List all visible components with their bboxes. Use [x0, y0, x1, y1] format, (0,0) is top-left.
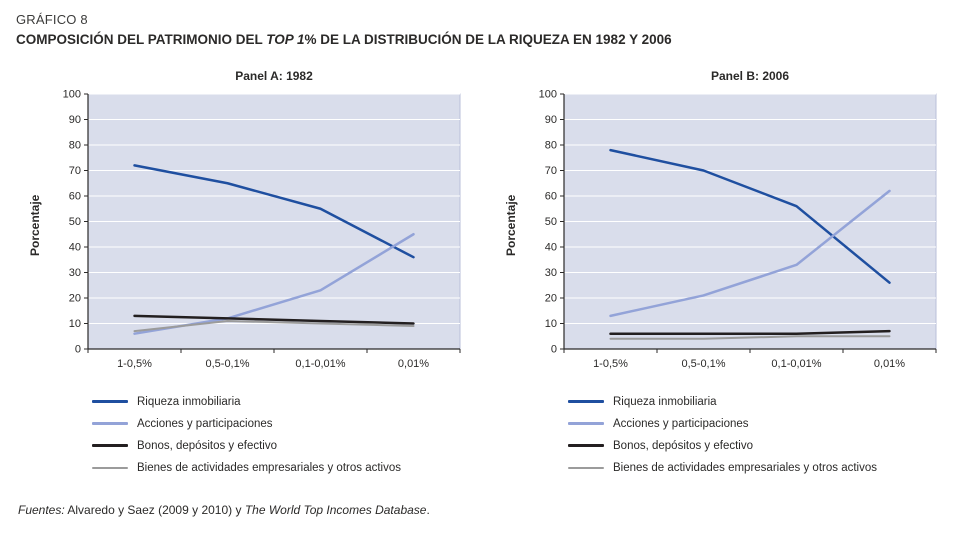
legend-item: Riqueza inmobiliaria — [92, 395, 468, 408]
figure-number: GRÁFICO 8 — [16, 12, 88, 27]
legend-label: Bienes de actividades empresariales y ot… — [137, 461, 401, 474]
svg-text:0,5-0,1%: 0,5-0,1% — [681, 358, 725, 370]
svg-text:40: 40 — [69, 242, 81, 254]
legend-line-swatch — [92, 466, 128, 469]
panel-a-chart-row: Porcentaje 0 10 20 30 40 50 60 70 80 90 100 1-0,5% 0… — [26, 87, 468, 383]
legend-label: Riqueza inmobiliaria — [137, 395, 241, 408]
panel-a-y-axis-title: Porcentaje — [28, 194, 42, 256]
figure-page: GRÁFICO 8 COMPOSICIÓN DEL PATRIMONIO DEL… — [16, 12, 953, 517]
legend-line-swatch — [92, 400, 128, 403]
svg-text:0,01%: 0,01% — [398, 358, 429, 370]
svg-text:90: 90 — [69, 114, 81, 126]
svg-text:30: 30 — [545, 267, 557, 279]
legend-item: Acciones y participaciones — [92, 417, 468, 430]
sources-period: . — [426, 503, 430, 517]
svg-text:0,1-0,01%: 0,1-0,01% — [295, 358, 345, 370]
legend-item: Acciones y participaciones — [568, 417, 944, 430]
charts-row: Panel A: 1982 Porcentaje 0 10 20 30 40 50 60 70… — [16, 69, 953, 483]
panel-b-y-axis-title: Porcentaje — [504, 194, 518, 256]
figure-title: COMPOSICIÓN DEL PATRIMONIO DEL TOP 1% DE… — [16, 32, 953, 47]
svg-text:10: 10 — [69, 318, 81, 330]
legend-label: Bienes de actividades empresariales y ot… — [613, 461, 877, 474]
legend-line-swatch — [568, 422, 604, 425]
svg-text:0,5-0,1%: 0,5-0,1% — [205, 358, 249, 370]
legend-item: Bienes de actividades empresariales y ot… — [92, 461, 468, 474]
legend-line-swatch — [568, 400, 604, 403]
legend-line-swatch — [92, 422, 128, 425]
legend-label: Bonos, depósitos y efectivo — [613, 439, 753, 452]
legend-label: Acciones y participaciones — [137, 417, 273, 430]
svg-text:10: 10 — [545, 318, 557, 330]
svg-text:50: 50 — [545, 216, 557, 228]
legend-line-swatch — [568, 466, 604, 469]
panel-b-title: Panel B: 2006 — [710, 69, 790, 83]
panel-b: Panel B: 2006 Porcentaje 0 10 20 30 40 50 60 70… — [502, 69, 944, 483]
panel-a-legend: Riqueza inmobiliaria Acciones y particip… — [92, 395, 468, 474]
legend-item: Bienes de actividades empresariales y ot… — [568, 461, 944, 474]
panel-a-chart: 0 10 20 30 40 50 60 70 80 90 100 1-0,5% 0,5-0,1% 0,1-… — [63, 89, 461, 370]
svg-text:30: 30 — [69, 267, 81, 279]
legend-line-swatch — [92, 444, 128, 447]
sources-note: Fuentes: Alvaredo y Saez (2009 y 2010) y… — [16, 503, 953, 517]
svg-text:20: 20 — [545, 293, 557, 305]
svg-text:100: 100 — [539, 89, 557, 101]
panel-b-chart: 0 10 20 30 40 50 60 70 80 90 100 1-0,5% 0,5-0,1% 0,1-… — [539, 89, 937, 370]
legend-item: Bonos, depósitos y efectivo — [568, 439, 944, 452]
figure-title-italic: TOP 1 — [266, 32, 305, 47]
svg-text:1-0,5%: 1-0,5% — [593, 358, 628, 370]
legend-item: Bonos, depósitos y efectivo — [92, 439, 468, 452]
legend-line-swatch — [568, 444, 604, 447]
legend-label: Bonos, depósitos y efectivo — [137, 439, 277, 452]
svg-text:70: 70 — [545, 165, 557, 177]
svg-text:0: 0 — [551, 344, 557, 356]
panel-b-legend: Riqueza inmobiliaria Acciones y particip… — [568, 395, 944, 474]
svg-text:0,1-0,01%: 0,1-0,01% — [771, 358, 821, 370]
figure-title-pre: COMPOSICIÓN DEL PATRIMONIO DEL — [16, 32, 267, 47]
figure-title-post: % DE LA DISTRIBUCIÓN DE LA RIQUEZA EN 19… — [304, 32, 672, 47]
svg-text:40: 40 — [545, 242, 557, 254]
legend-item: Riqueza inmobiliaria — [568, 395, 944, 408]
svg-text:90: 90 — [545, 114, 557, 126]
sources-label: Fuentes: — [18, 503, 65, 517]
svg-text:60: 60 — [69, 191, 81, 203]
panel-a-title: Panel A: 1982 — [235, 69, 313, 83]
svg-text:1-0,5%: 1-0,5% — [117, 358, 152, 370]
svg-text:70: 70 — [69, 165, 81, 177]
legend-label: Acciones y participaciones — [613, 417, 749, 430]
panel-a: Panel A: 1982 Porcentaje 0 10 20 30 40 50 60 70… — [26, 69, 468, 483]
svg-text:80: 80 — [545, 140, 557, 152]
svg-text:50: 50 — [69, 216, 81, 228]
svg-text:20: 20 — [69, 293, 81, 305]
svg-text:100: 100 — [63, 89, 81, 101]
svg-text:60: 60 — [545, 191, 557, 203]
svg-text:0: 0 — [75, 344, 81, 356]
sources-italic: The World Top Incomes Database — [244, 503, 427, 517]
legend-label: Riqueza inmobiliaria — [613, 395, 717, 408]
panel-b-chart-row: Porcentaje 0 10 20 30 40 50 60 70 80 90 100 1-0,5% 0… — [502, 87, 944, 383]
sources-text: Alvaredo y Saez (2009 y 2010) y — [64, 503, 245, 517]
svg-text:80: 80 — [69, 140, 81, 152]
svg-text:0,01%: 0,01% — [874, 358, 905, 370]
